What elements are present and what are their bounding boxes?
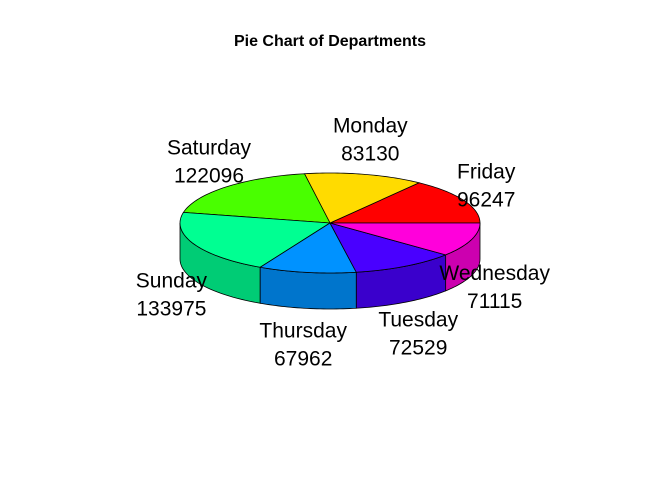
slice-label-value: 72529 bbox=[389, 336, 447, 359]
slice-label-category: Saturday bbox=[167, 136, 252, 159]
slice-label-monday: Monday 83130 bbox=[333, 114, 408, 165]
pie-labels: Friday 96247 Monday 83130 Saturday 122096 Sund… bbox=[136, 114, 551, 370]
slice-label-wednesday: Wednesday 71115 bbox=[439, 262, 550, 313]
slice-label-tuesday: Tuesday 72529 bbox=[378, 308, 458, 359]
slice-friday bbox=[329, 182, 481, 224]
slice-saturday bbox=[182, 173, 331, 224]
slice-label-value: 96247 bbox=[457, 188, 515, 211]
slice-sunday bbox=[179, 211, 332, 268]
slice-monday bbox=[303, 172, 421, 224]
slice-label-friday: Friday 96247 bbox=[457, 160, 516, 211]
slice-label-value: 83130 bbox=[341, 142, 399, 165]
slice-label-category: Friday bbox=[457, 160, 516, 183]
slice-label-value: 67962 bbox=[274, 347, 332, 370]
slice-tuesday bbox=[329, 222, 447, 273]
slice-wednesday bbox=[329, 222, 481, 256]
slice-side-thursday bbox=[259, 266, 357, 310]
pie-sides bbox=[179, 222, 481, 310]
chart-title: Pie Chart of Departments bbox=[234, 33, 426, 50]
slice-label-value: 133975 bbox=[136, 298, 206, 321]
slice-label-category: Tuesday bbox=[378, 308, 458, 331]
slice-label-saturday: Saturday 122096 bbox=[167, 136, 252, 187]
slice-label-sunday: Sunday 133975 bbox=[136, 270, 208, 321]
slice-thursday bbox=[259, 222, 357, 274]
slice-label-category: Sunday bbox=[136, 270, 208, 293]
slice-label-category: Monday bbox=[333, 114, 408, 137]
slice-label-category: Wednesday bbox=[439, 262, 550, 285]
slice-label-category: Thursday bbox=[259, 319, 347, 342]
pie-tops bbox=[179, 172, 481, 274]
slice-label-value: 122096 bbox=[174, 164, 244, 187]
slice-label-value: 71115 bbox=[467, 290, 522, 313]
slice-label-thursday: Thursday 67962 bbox=[259, 319, 347, 370]
